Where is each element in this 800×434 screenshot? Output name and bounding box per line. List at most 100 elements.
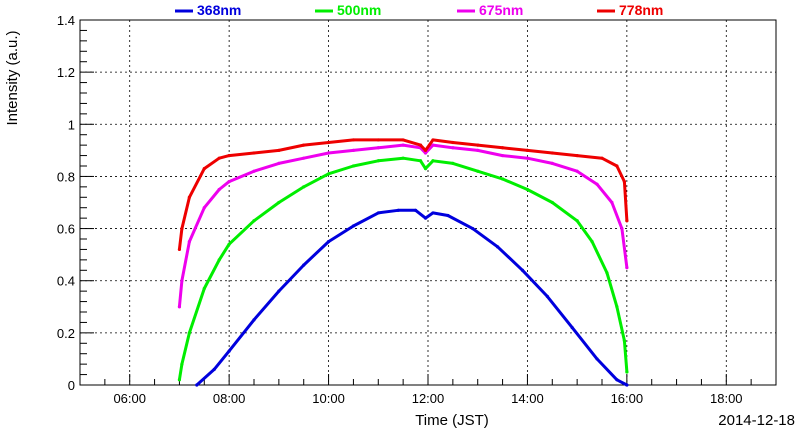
legend-label-778nm: 778nm — [619, 2, 663, 18]
data-point-778nm — [401, 138, 405, 142]
data-point-778nm — [252, 151, 256, 155]
legend-label-368nm: 368nm — [197, 2, 241, 18]
data-point-500nm — [525, 187, 530, 192]
series-lines — [177, 138, 629, 387]
data-point-368nm — [545, 294, 549, 298]
y-tick-label: 0.2 — [57, 326, 75, 341]
data-point-778nm — [622, 180, 626, 184]
data-point-778nm — [351, 138, 356, 142]
data-point-500nm — [217, 258, 221, 262]
data-point-368nm — [227, 349, 231, 353]
data-point-500nm — [625, 370, 629, 374]
data-point-368nm — [302, 263, 306, 267]
data-point-500nm — [575, 219, 579, 223]
data-point-368nm — [496, 245, 500, 249]
data-point-675nm — [401, 143, 405, 147]
data-point-368nm — [595, 357, 599, 361]
data-point-368nm — [423, 216, 428, 220]
data-point-500nm — [418, 159, 423, 163]
data-point-778nm — [423, 148, 428, 152]
data-point-778nm — [476, 143, 480, 147]
data-point-675nm — [550, 161, 554, 165]
data-point-675nm — [620, 226, 624, 231]
data-point-675nm — [326, 151, 331, 155]
data-point-778nm — [600, 156, 604, 160]
y-tick-label: 0.6 — [57, 222, 75, 237]
data-point-778nm — [418, 143, 423, 147]
data-point-500nm — [227, 242, 231, 246]
data-point-500nm — [401, 156, 405, 160]
data-point-500nm — [252, 219, 256, 223]
axis-ticks — [79, 19, 777, 386]
data-point-368nm — [570, 326, 574, 330]
data-point-778nm — [431, 138, 435, 142]
x-tick-label: 14:00 — [511, 391, 544, 406]
data-point-368nm — [446, 213, 450, 218]
legend: 368nm 500nm 675nm 778nm — [175, 2, 663, 18]
x-tick-label: 08:00 — [213, 391, 246, 406]
x-tick-label: 18:00 — [710, 391, 743, 406]
data-point-500nm — [451, 161, 455, 165]
data-point-368nm — [376, 211, 380, 215]
data-point-675nm — [227, 180, 231, 184]
series-line-675nm — [177, 143, 629, 309]
data-point-368nm — [277, 289, 281, 293]
data-point-675nm — [351, 148, 356, 152]
data-point-500nm — [423, 167, 428, 171]
data-point-500nm — [302, 185, 306, 189]
data-point-368nm — [431, 211, 435, 215]
x-tick-label: 10:00 — [312, 391, 345, 406]
data-point-778nm — [575, 153, 579, 158]
data-point-778nm — [326, 140, 331, 145]
y-tick-label: 0.4 — [57, 274, 75, 289]
x-tick-label: 06:00 — [113, 391, 146, 406]
data-point-368nm — [195, 383, 199, 387]
data-point-778nm — [217, 156, 221, 160]
data-point-778nm — [302, 143, 306, 147]
series-line-368nm — [195, 208, 629, 387]
data-point-368nm — [396, 208, 400, 212]
data-point-675nm — [217, 187, 221, 192]
data-point-500nm — [277, 200, 281, 205]
y-tick-label: 0.8 — [57, 169, 75, 184]
data-point-500nm — [326, 172, 331, 176]
data-point-675nm — [451, 146, 455, 150]
grid — [80, 20, 776, 385]
data-point-500nm — [177, 378, 182, 382]
data-point-675nm — [575, 169, 579, 173]
y-tick-label: 0 — [68, 378, 75, 393]
data-point-675nm — [625, 266, 629, 270]
data-point-675nm — [302, 156, 306, 160]
data-point-675nm — [423, 151, 428, 155]
data-point-778nm — [202, 167, 206, 171]
data-point-778nm — [550, 151, 554, 155]
data-point-675nm — [277, 161, 281, 165]
data-point-500nm — [431, 159, 435, 163]
data-point-675nm — [500, 153, 505, 158]
data-point-778nm — [451, 140, 455, 145]
data-point-500nm — [187, 331, 191, 335]
data-point-368nm — [413, 208, 418, 212]
data-point-500nm — [476, 169, 480, 173]
data-point-500nm — [202, 286, 206, 291]
x-axis-title: Time (JST) — [415, 412, 489, 429]
data-point-778nm — [187, 195, 191, 199]
data-point-368nm — [615, 378, 619, 382]
data-point-500nm — [615, 305, 619, 309]
data-point-778nm — [376, 138, 380, 142]
data-point-778nm — [625, 219, 629, 223]
data-point-778nm — [180, 226, 184, 231]
data-point-675nm — [595, 182, 599, 186]
y-tick-label: 1.4 — [57, 13, 75, 28]
data-point-500nm — [622, 339, 626, 343]
data-point-675nm — [610, 200, 614, 205]
data-point-675nm — [202, 206, 206, 210]
series-line-778nm — [177, 138, 629, 251]
data-point-778nm — [525, 148, 530, 152]
data-point-675nm — [525, 156, 530, 160]
data-point-675nm — [180, 279, 184, 283]
data-point-778nm — [177, 247, 182, 252]
data-point-500nm — [351, 164, 356, 168]
data-point-675nm — [252, 169, 256, 173]
legend-label-675nm: 675nm — [479, 2, 523, 18]
